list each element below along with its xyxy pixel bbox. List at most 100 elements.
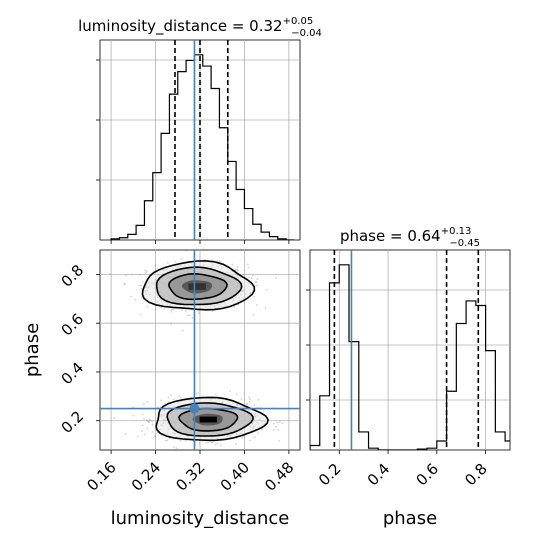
joint-scatter-point — [140, 288, 143, 290]
joint-scatter-point — [170, 322, 173, 325]
joint-scatter-point — [146, 306, 149, 308]
joint-x-tick-label: 0.32 — [172, 458, 208, 494]
joint-x-tick-label: 0.40 — [217, 458, 253, 494]
joint-scatter-point — [262, 410, 265, 413]
joint-scatter-point — [147, 421, 150, 424]
joint-scatter-point — [216, 442, 219, 445]
joint-scatter-point — [159, 399, 162, 402]
joint-scatter-point — [207, 441, 210, 444]
joint-scatter-point — [170, 394, 173, 397]
joint-scatter-point — [220, 444, 222, 446]
lum-hist-quantiles — [174, 40, 229, 240]
joint-density-core — [199, 416, 218, 423]
joint-scatter-point — [253, 404, 256, 407]
joint-scatter-point — [188, 314, 191, 317]
joint-scatter-point — [246, 263, 249, 266]
joint-scatter-point — [160, 306, 163, 309]
joint-scatter-point — [130, 273, 133, 276]
joint-scatter-point — [277, 428, 280, 431]
joint-scatter-point — [167, 401, 170, 403]
joint-scatter-point — [124, 283, 126, 285]
joint-scatter-point — [138, 284, 141, 287]
y-axis-label-phase: phase — [22, 323, 43, 377]
joint-scatter-point — [196, 449, 198, 450]
joint-scatter-point — [154, 264, 157, 267]
phase-x-tick-label: 0.2 — [315, 460, 345, 490]
joint-scatter-point — [146, 400, 149, 403]
joint-scatter-point — [130, 295, 132, 298]
phase-hist-grid — [310, 250, 510, 450]
phase-hist-step — [310, 264, 510, 450]
joint-scatter-point — [146, 427, 149, 430]
joint-scatter-point — [184, 310, 187, 312]
phase-hist-title-sup: +0.13 — [441, 226, 472, 237]
joint-scatter-point — [240, 398, 243, 400]
joint-scatter-point — [151, 423, 154, 426]
joint-scatter-point — [166, 439, 169, 441]
joint-scatter-point — [248, 276, 251, 279]
joint-scatter-point — [214, 443, 217, 446]
joint-scatter-point — [281, 422, 284, 425]
joint-scatter-point — [248, 396, 251, 398]
joint-scatter-point — [253, 296, 256, 298]
joint-scatter-point — [197, 392, 200, 394]
joint-scatter-point — [145, 419, 148, 422]
joint-scatter-point — [124, 433, 127, 436]
joint-scatter-point — [237, 270, 240, 272]
joint-scatter-point — [151, 420, 154, 423]
joint-scatter-point — [109, 273, 112, 275]
lum-hist-title-sup: +0.05 — [283, 16, 314, 27]
joint-scatter-point — [275, 277, 277, 279]
joint-scatter-point — [242, 273, 245, 276]
joint-scatter-point — [132, 414, 135, 417]
joint-scatter-point — [151, 431, 154, 433]
joint-scatter-point — [272, 429, 275, 431]
phase-hist-bars — [310, 264, 510, 450]
joint-scatter-point — [170, 308, 173, 311]
joint-scatter-point — [251, 274, 254, 277]
joint-scatter-point — [139, 313, 142, 316]
joint-x-tick-label: 0.24 — [128, 458, 164, 494]
joint-scatter-point — [148, 418, 151, 421]
joint-truth — [100, 250, 300, 450]
joint-scatter-point — [179, 439, 182, 442]
lum-hist-ticks — [96, 59, 290, 244]
joint-scatter-point — [249, 439, 251, 442]
joint-scatter-point — [211, 310, 214, 312]
joint-scatter-point — [172, 308, 175, 311]
joint-scatter-point — [261, 428, 263, 431]
joint-scatter-point — [278, 421, 281, 424]
joint-scatter-point — [257, 432, 259, 434]
joint-panel: 0.16 0.24 0.32 0.40 0.48 0.2 0.4 0.6 0.8 — [58, 249, 301, 495]
joint-scatter-point — [246, 403, 249, 406]
joint-scatter-point — [211, 441, 213, 444]
joint-scatter-point — [250, 277, 253, 279]
joint-scatter-point — [154, 308, 157, 311]
phase-hist-title: phase = 0.64+0.13 −0.45 — [340, 226, 480, 249]
joint-scatter-point — [247, 266, 250, 269]
joint-scatter-point — [140, 296, 143, 299]
joint-scatter-point — [153, 435, 156, 438]
joint-scatter-point — [231, 263, 234, 266]
joint-scatter-point — [235, 443, 238, 445]
joint-scatter-point — [229, 390, 231, 392]
joint-scatter-point — [141, 430, 143, 432]
joint-scatter-point — [218, 260, 221, 262]
lum-hist-panel: luminosity_distance = 0.32+0.05 −0.04 — [78, 16, 322, 244]
joint-scatter-point — [142, 281, 144, 283]
joint-scatter-point — [254, 436, 257, 439]
phase-hist-panel: 0.2 0.4 0.6 0.8 phase = 0.64+0.13 −0.45 — [306, 226, 511, 490]
joint-scatter-point — [141, 424, 144, 427]
joint-scatter-point — [273, 422, 275, 425]
joint-scatter-point — [233, 305, 236, 308]
joint-scatter-point — [201, 395, 204, 397]
joint-scatter-point — [125, 274, 127, 277]
joint-scatter-point — [255, 304, 258, 306]
joint-scatter-point — [144, 269, 146, 272]
joint-scatter-point — [185, 250, 188, 252]
phase-hist-quantiles — [333, 250, 480, 450]
joint-scatter-point — [165, 439, 167, 442]
joint-scatter-point — [191, 317, 194, 319]
joint-density — [141, 260, 269, 442]
